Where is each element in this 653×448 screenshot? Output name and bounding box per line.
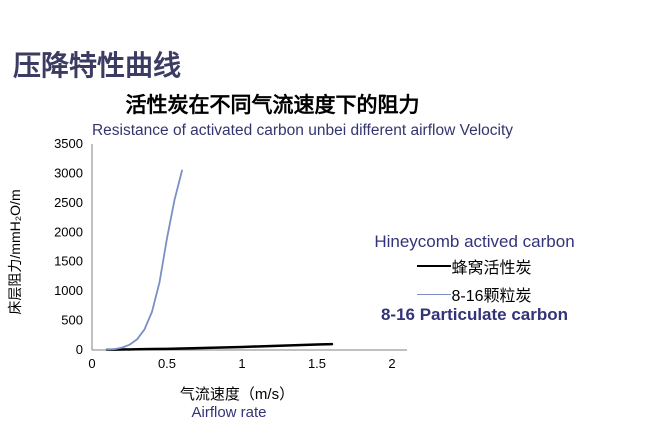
svg-text:床层阻力/mmH₂O/m: 床层阻力/mmH₂O/m (7, 189, 23, 314)
svg-text:1.5: 1.5 (308, 356, 326, 371)
svg-text:3500: 3500 (54, 136, 83, 151)
svg-text:1000: 1000 (54, 283, 83, 298)
svg-text:0: 0 (76, 342, 83, 357)
svg-text:3000: 3000 (54, 165, 83, 180)
svg-text:2: 2 (388, 356, 395, 371)
svg-text:2000: 2000 (54, 224, 83, 239)
svg-text:1500: 1500 (54, 254, 83, 269)
svg-text:0: 0 (88, 356, 95, 371)
svg-text:500: 500 (61, 313, 83, 328)
svg-text:2500: 2500 (54, 195, 83, 210)
svg-text:1: 1 (238, 356, 245, 371)
svg-text:气流速度（m/s）: 气流速度（m/s） (180, 386, 294, 403)
svg-text:Airflow rate: Airflow rate (191, 404, 266, 421)
svg-text:0.5: 0.5 (158, 356, 176, 371)
